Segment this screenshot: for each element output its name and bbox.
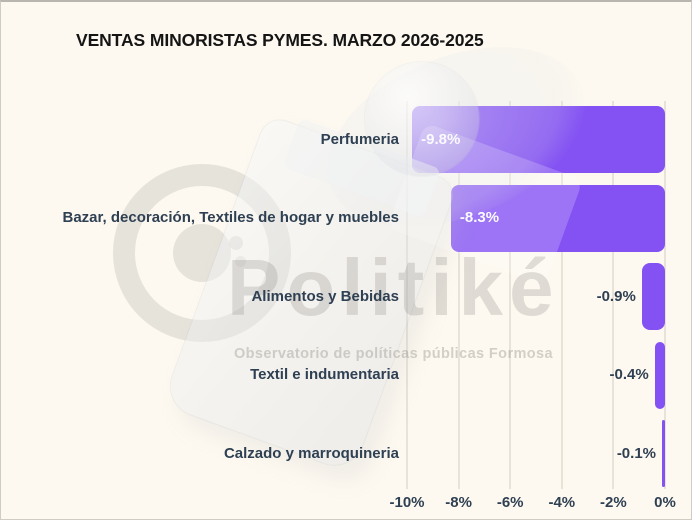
bar-textil-e-indumentaria <box>654 341 665 409</box>
gridline--4pct <box>560 101 563 489</box>
bar-value-label-bazar-decoracion-textiles-de-hogar-y-muebles: -8.3% <box>459 209 500 226</box>
gridline-0pct <box>664 101 666 489</box>
category-label-bazar-decoracion-textiles-de-hogar-y-muebles: Bazar, decoración, Textiles de hogar y m… <box>62 209 399 226</box>
chart-title: VENTAS MINORISTAS PYMES. MARZO 2026-2025 <box>76 30 484 50</box>
politike-logo-dot-icon <box>173 224 231 282</box>
x-axis-tick-label: -2% <box>600 494 627 511</box>
gridline--2pct <box>612 101 615 489</box>
x-axis-tick-label: -8% <box>445 494 472 511</box>
bar-value-label-textil-e-indumentaria: -0.4% <box>609 366 649 383</box>
bar-value-label-alimentos-y-bebidas: -0.9% <box>596 287 636 305</box>
x-axis-tick-label: -10% <box>389 494 425 511</box>
watermark-subtitle: Observatorio de políticas públicas Formo… <box>234 346 553 362</box>
x-axis-tick-label: -6% <box>496 494 524 511</box>
category-label-alimentos-y-bebidas: Alimentos y Bebidas <box>251 287 399 305</box>
gridline--8pct <box>457 101 460 489</box>
bar-calzado-y-marroquineria <box>662 420 665 487</box>
x-axis-tick-label: 0% <box>654 494 676 511</box>
category-label-textil-e-indumentaria: Textil e indumentaria <box>250 366 399 383</box>
bar-value-label-perfumeria: -9.8% <box>421 130 461 148</box>
category-label-perfumeria: Perfumeria <box>320 130 399 148</box>
bar-bazar-decoracion-textiles-de-hogar-y-muebles <box>450 184 665 252</box>
bar-alimentos-y-bebidas <box>641 263 665 330</box>
gridline--6pct <box>509 101 512 489</box>
x-axis-tick-label: -4% <box>548 494 576 511</box>
bar-value-label-calzado-y-marroquineria: -0.1% <box>616 444 656 462</box>
category-label-calzado-y-marroquineria: Calzado y marroquineria <box>223 444 399 462</box>
